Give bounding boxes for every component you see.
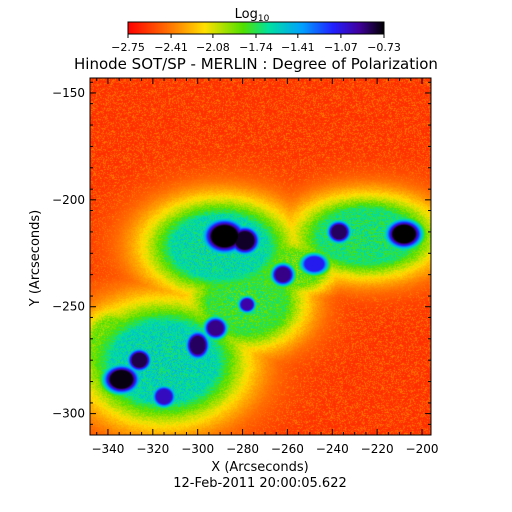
y-axis-label: Y (Arcseconds) (28, 210, 43, 307)
chart-title: Hinode SOT/SP - MERLIN : Degree of Polar… (74, 55, 438, 73)
colorbar-ticks: −2.75 −2.41 −2.08 −1.74 −1.41 −1.07 −0.73 (111, 34, 401, 54)
heatmap-image-container (90, 78, 431, 435)
colorbar-tick-label: −0.73 (367, 41, 401, 54)
colorbar-title-base: Log (235, 7, 258, 22)
colorbar-tick-label: −2.08 (196, 41, 230, 54)
x-tick-label: −200 (406, 442, 439, 456)
timestamp: 12-Feb-2011 20:00:05.622 (173, 476, 347, 491)
colorbar-gradient (127, 21, 385, 35)
x-tick-label: −280 (226, 442, 259, 456)
x-tick-label: −320 (136, 442, 169, 456)
colorbar: −2.75 −2.41 −2.08 −1.74 −1.41 −1.07 −0.73 (111, 21, 401, 54)
plot-frame (89, 77, 432, 436)
colorbar-tick-label: −2.41 (154, 41, 188, 54)
y-tick-label: −250 (52, 300, 85, 314)
y-axis-ticks: −300 −250 −200 −150 (52, 81, 431, 425)
colorbar-title-subscript: 10 (258, 14, 270, 24)
x-tick-label: −220 (361, 442, 394, 456)
y-tick-label: −300 (52, 407, 85, 421)
x-tick-label: −260 (271, 442, 304, 456)
colorbar-tick-label: −1.41 (281, 41, 315, 54)
colorbar-title: Log10 (235, 7, 270, 24)
x-axis-label: X (Arcseconds) (211, 460, 308, 475)
y-tick-label: −150 (52, 86, 85, 100)
x-tick-label: −240 (316, 442, 349, 456)
y-tick-label: −200 (52, 193, 85, 207)
colorbar-tick-label: −1.74 (239, 41, 273, 54)
colorbar-tick-label: −1.07 (324, 41, 358, 54)
x-tick-label: −340 (91, 442, 124, 456)
x-tick-label: −300 (181, 442, 214, 456)
colorbar-tick-label: −2.75 (111, 41, 145, 54)
polarization-heatmap (90, 78, 431, 435)
x-axis-ticks: −340 −320 −300 −280 −260 −240 −220 −200 (91, 78, 439, 456)
